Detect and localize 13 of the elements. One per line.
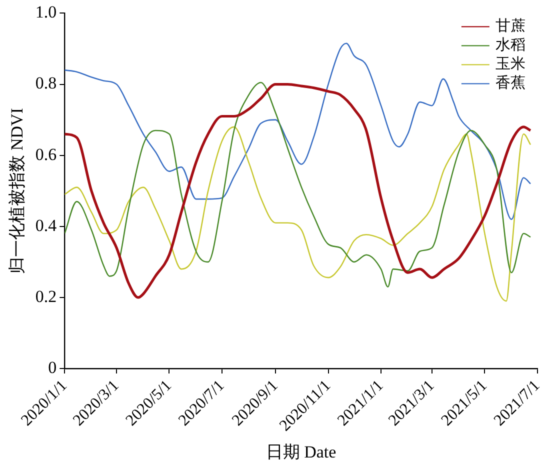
y-tick-label: 0 [48, 358, 57, 378]
legend-label: 甘蔗 [495, 18, 526, 35]
legend-label: 玉米 [495, 56, 526, 73]
y-tick-label: 0.2 [35, 286, 57, 306]
legend-label: 香蕉 [495, 74, 526, 92]
line-series [64, 126, 532, 302]
x-axis-title: 日期 Date [266, 442, 336, 462]
y-tick-label: 0.4 [35, 216, 58, 235]
y-axis-title: 归一化植被指数 NDVI [8, 108, 27, 274]
legend-label: 水稻 [495, 36, 526, 54]
y-tick-label: 0.6 [35, 144, 57, 164]
y-tick-label: 0.8 [35, 74, 57, 93]
y-tick-label: 1.0 [35, 2, 57, 22]
